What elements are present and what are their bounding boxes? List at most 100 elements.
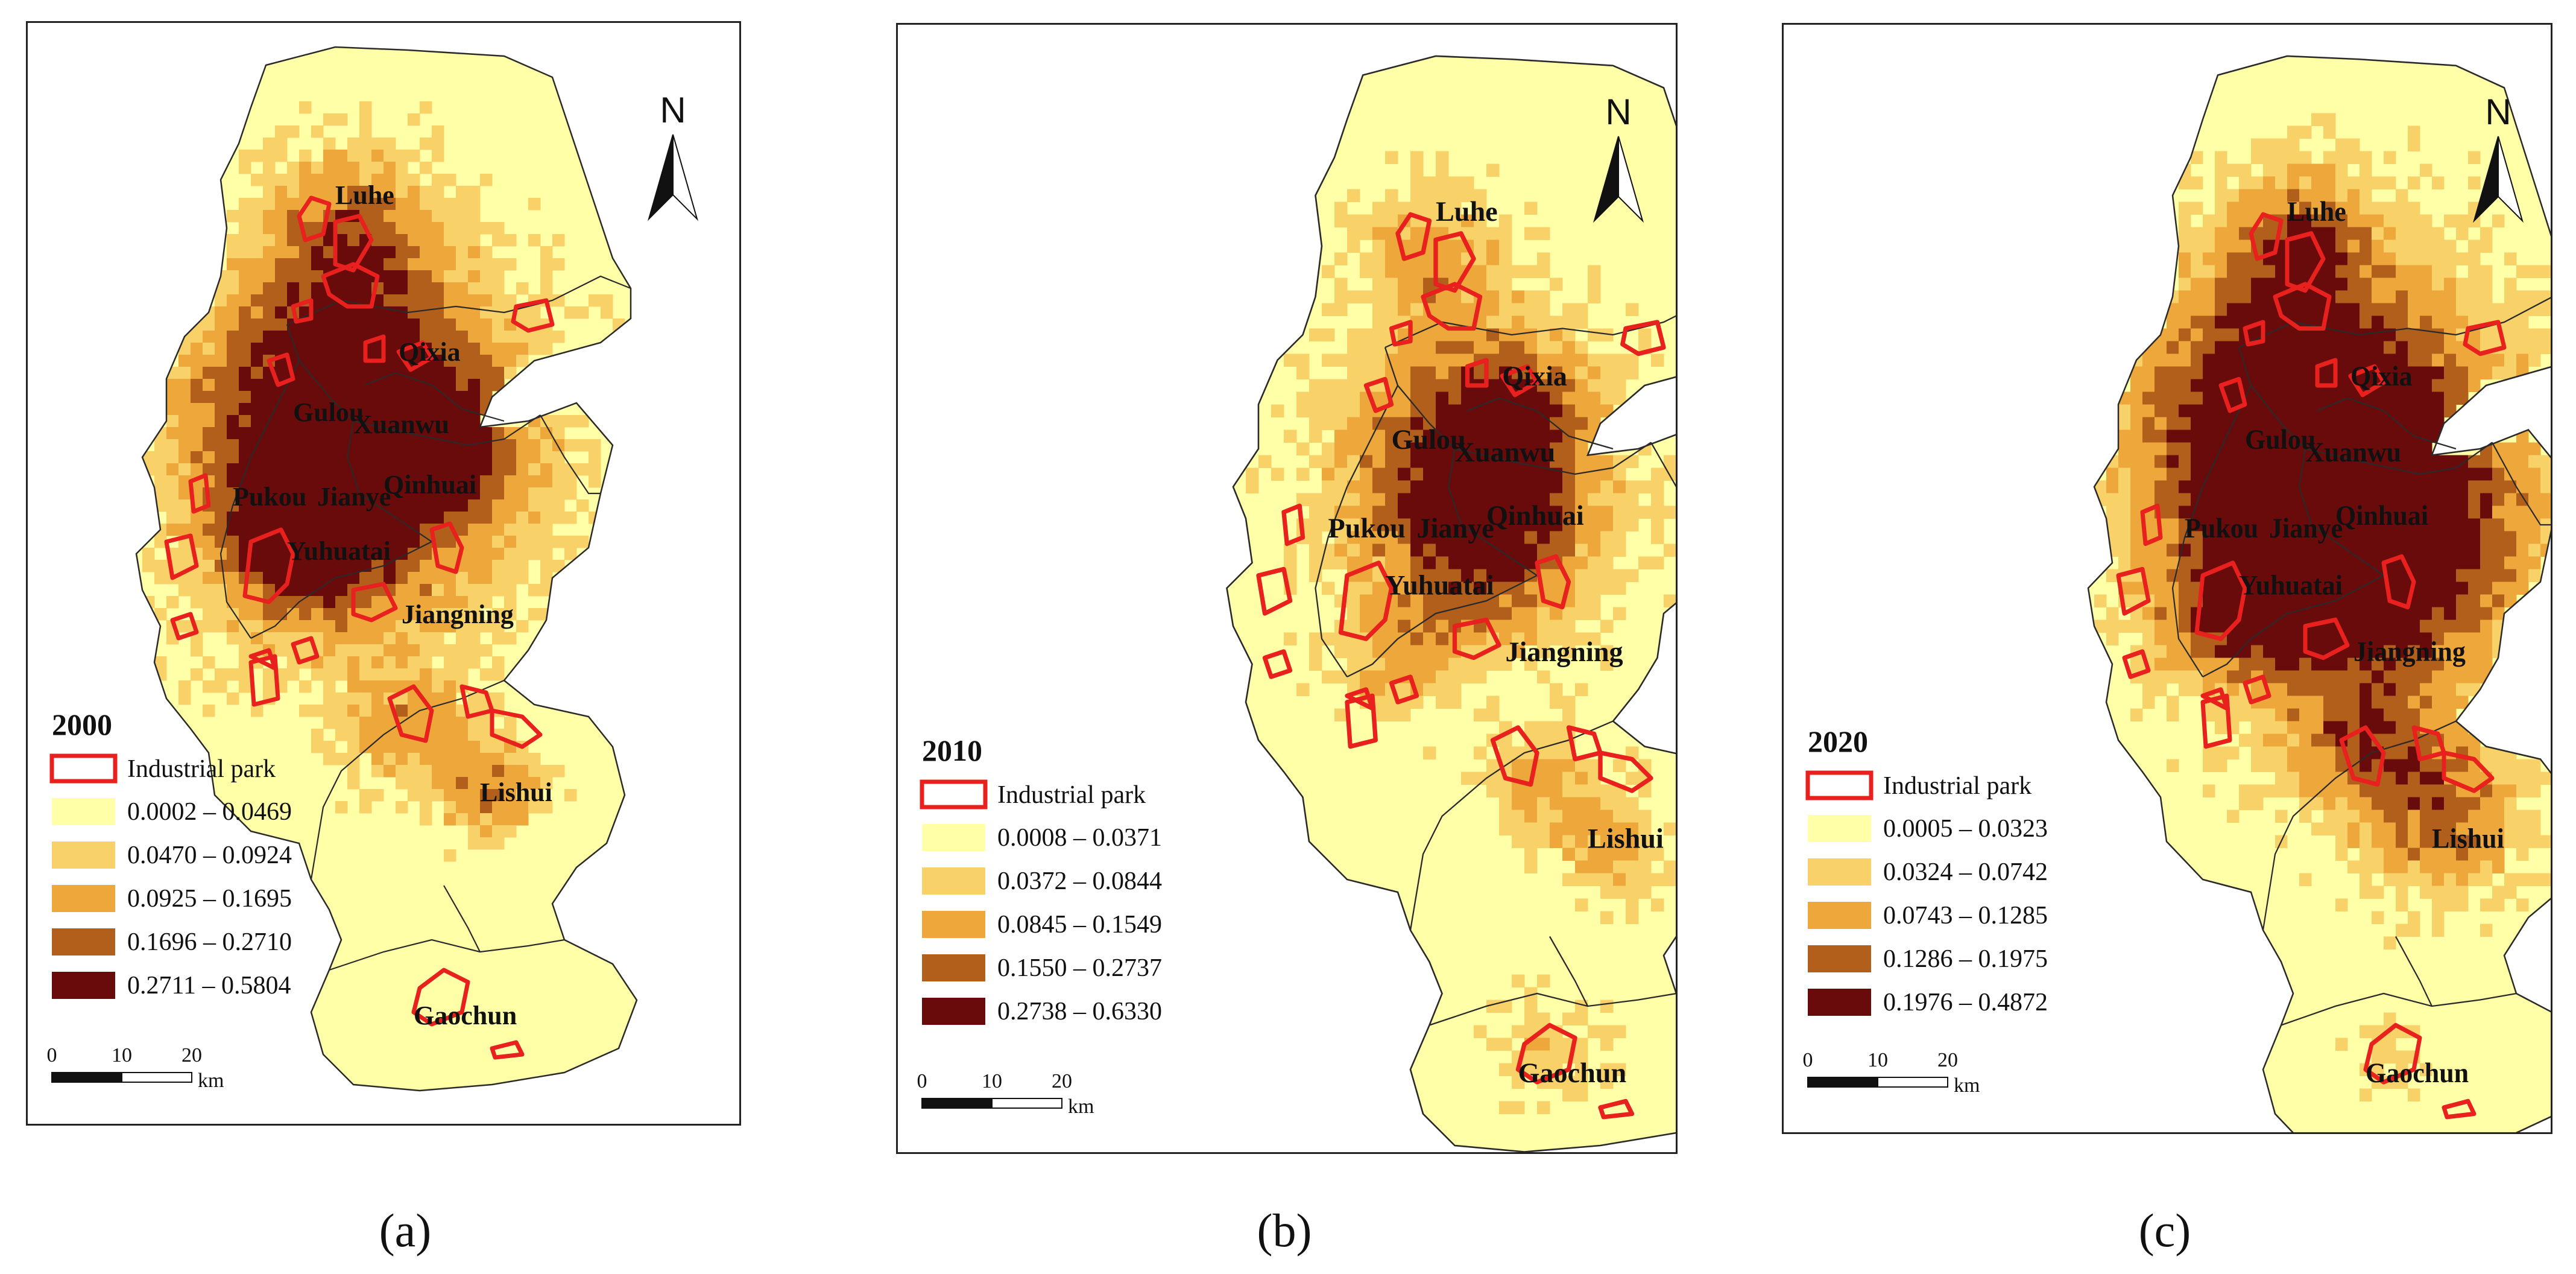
district-boundary (2317, 397, 2457, 450)
district-label: Jiangning (2353, 636, 2466, 667)
industrial-park-outline (1338, 560, 1394, 641)
industrial-park-outline (2243, 320, 2265, 347)
district-boundary (1429, 992, 1676, 1026)
district-boundary (443, 885, 481, 952)
industrial-park-outline (188, 473, 211, 514)
legend-class-label: 0.0743 – 0.1285 (1883, 902, 2048, 930)
industrial-park-outline (1345, 687, 1375, 711)
district-boundary (1548, 936, 1589, 1007)
district-label: Gulou (1392, 424, 1466, 455)
industrial-park-outline (363, 334, 386, 363)
district-boundary (1447, 448, 1538, 576)
district-boundary (286, 275, 631, 326)
scale-tick-label: 10 (1867, 1049, 1888, 1071)
district-label: Qinhuai (2335, 500, 2428, 531)
legend-class-label: 0.1976 – 0.4872 (1883, 989, 2048, 1016)
district-label: Yuhuatai (1385, 570, 1494, 601)
district-boundary (2202, 574, 2384, 678)
industrial-park-outline (321, 262, 380, 309)
district-boundary (2238, 297, 2551, 349)
district-boundary (1467, 397, 1614, 450)
district-label: Lishui (1588, 823, 1664, 854)
industrial-park-outline (411, 968, 470, 1027)
industrial-park-outline (2442, 750, 2495, 793)
caption-a: (a) (379, 1204, 432, 1257)
industrial-park-outline (387, 684, 434, 743)
industrial-park-outline (1598, 1098, 1635, 1120)
district-label: Qinhuai (384, 470, 476, 499)
industrial-park-outline (2315, 358, 2338, 388)
map-legend: 2020 Industrial park 0.0005 – 0.0323 0.0324… (1805, 724, 2048, 1016)
legend-class-label: 0.0372 – 0.0844 (997, 867, 1162, 895)
industrial-park-outline (2463, 320, 2507, 357)
legend-year: 2000 (52, 708, 112, 741)
scale-tick-label: 0 (1803, 1049, 1813, 1071)
district-label: Lishui (480, 778, 552, 807)
legend-class-label: 0.0324 – 0.0742 (1883, 858, 2048, 886)
legend-park-label: Industrial park (127, 755, 276, 783)
legend-class-label: 0.0008 – 0.0371 (997, 824, 1162, 852)
district-label: Yuhuatai (2239, 570, 2343, 601)
scale-tick-label: 0 (917, 1070, 927, 1092)
industrial-park-outline (2200, 687, 2229, 711)
map-panel-2020: Luhe Qixia Gulou Xuanwu Pukou Jianye Qinhuai Yu… (1782, 23, 2552, 1134)
district-label: Gulou (2245, 424, 2316, 455)
legend-class-label: 0.0470 – 0.0924 (127, 841, 292, 869)
industrial-park-outline (2194, 560, 2247, 641)
density-grid (142, 101, 625, 862)
district-label: Yuhuatai (287, 536, 391, 566)
district-label: Lishui (2432, 823, 2504, 854)
scale-unit: km (1068, 1095, 1094, 1118)
scale-bar: 0 10 20 km (917, 1070, 1094, 1118)
district-label: Qixia (399, 337, 461, 367)
industrial-park-outline (2442, 1098, 2477, 1120)
district-label: Jianye (2269, 513, 2343, 544)
industrial-park-outline (2140, 503, 2163, 547)
district-label: Jianye (1417, 513, 1494, 544)
legend-swatch (52, 798, 115, 825)
industrial-park-outline (1345, 693, 1378, 749)
industrial-park-outline (396, 340, 434, 372)
legend-class-label: 0.0925 – 0.1695 (127, 885, 292, 913)
industrial-park-outline (164, 533, 199, 580)
district-label: Gaochun (1518, 1057, 1627, 1088)
industrial-park-outline (490, 1040, 525, 1060)
industrial-park-outline (1389, 320, 1413, 347)
industrial-park-outline (1598, 750, 1653, 793)
legend-class-label: 0.2738 – 0.6330 (997, 998, 1162, 1025)
industrial-park-outline (1433, 231, 1476, 293)
legend-year: 2020 (1808, 724, 1868, 758)
industrial-park-outline (1395, 212, 1432, 261)
industrial-park-outline (429, 521, 464, 574)
legend-class-label: 0.0845 – 0.1549 (997, 911, 1162, 939)
city-outline (2087, 55, 2551, 1132)
district-boundary (1315, 385, 1399, 677)
legend-swatch (52, 972, 115, 999)
industrial-park-outline (1490, 725, 1539, 787)
north-arrow-icon: N (1593, 92, 1644, 223)
industrial-park-outline (2348, 364, 2386, 398)
map-legend: 2010 Industrial park 0.0008 – 0.0371 0.0372… (920, 734, 1162, 1025)
industrial-park-outline (2285, 231, 2326, 293)
district-label: Jiangning (402, 600, 514, 629)
district-label: Jiangning (1506, 636, 1623, 667)
industrial-park-outline (2200, 693, 2232, 749)
industrial-park-outline (2303, 617, 2350, 661)
industrial-park-outline (248, 654, 280, 707)
legend-swatch (52, 928, 115, 956)
district-boundary (1384, 347, 1652, 475)
district-boundary (329, 939, 565, 971)
industrial-park-outline (248, 648, 277, 671)
legend-swatch (922, 824, 985, 851)
industrial-park-outline (2339, 725, 2386, 787)
scale-tick-label: 0 (47, 1044, 57, 1066)
district-label: Jianye (317, 482, 391, 512)
legend-swatch (1808, 902, 1871, 929)
district-label: Gaochun (414, 1001, 517, 1030)
district-boundary (310, 679, 505, 880)
